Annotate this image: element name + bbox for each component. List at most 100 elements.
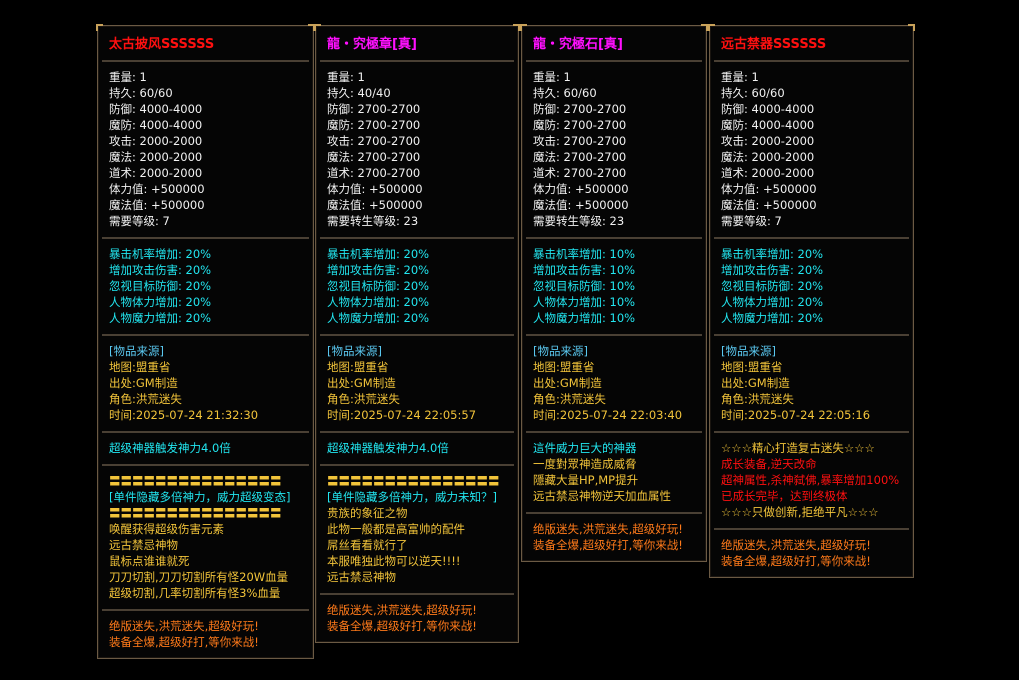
tooltip-line: 成长装备,逆天改命	[721, 457, 817, 471]
tooltip-line: 角色:洪荒迷失	[721, 392, 794, 406]
tooltip-line: 隱藏大量HP,MP提升	[533, 473, 639, 487]
tooltip-line: 忽视目标防御: 10%	[533, 279, 636, 293]
tooltip-line: 需要转生等级: 23	[327, 214, 419, 228]
tooltip-line: 魔法: 2700-2700	[327, 150, 421, 164]
tooltip-section: 重量: 1 持久: 60/60 防御: 2700-2700 魔防: 2700-2700…	[526, 60, 702, 237]
tooltip-line: 远古禁忌神物	[327, 570, 396, 584]
tooltip-line: 出处:GM制造	[109, 376, 178, 390]
tooltip-line: 时间:2025-07-24 22:03:40	[533, 408, 683, 422]
tooltip-line: 绝版迷失,洪荒迷失,超级好玩!	[533, 522, 683, 536]
tooltip-section: 〓〓〓〓〓〓〓〓〓〓〓〓〓〓〓 [单件隐藏多倍神力，威力超级变态] 〓〓〓〓〓〓〓〓…	[102, 464, 309, 609]
tooltip-line: 绝版迷失,洪荒迷失,超级好玩!	[721, 538, 871, 552]
tooltip-line: 攻击: 2700-2700	[327, 134, 421, 148]
tooltip-line: 暴击机率增加: 20%	[327, 247, 430, 261]
tooltip-section: [物品来源] 地图:盟重省 出处:GM制造 角色:洪荒迷失时间:2025-07-24 …	[526, 334, 702, 431]
tooltip-line: [物品来源]	[721, 344, 776, 358]
tooltip-line: 魔防: 4000-4000	[721, 118, 815, 132]
tooltip-line: 体力值: +500000	[109, 182, 205, 196]
item-name: 龍・究極章[真]	[327, 37, 417, 52]
tooltip-line: 道术: 2000-2000	[109, 166, 203, 180]
tooltip-section: 超级神器触发神力4.0倍	[102, 431, 309, 464]
tooltip-line: 道术: 2000-2000	[721, 166, 815, 180]
tooltip-line: 增加攻击伤害: 20%	[721, 263, 824, 277]
tooltip-section: 這件威力巨大的神器 一度對眾神造成威脅 隱藏大量HP,MP提升 远古禁忌神物逆天加血属…	[526, 431, 702, 512]
tooltip-line: 重量: 1	[109, 70, 147, 84]
tooltip-line: 攻击: 2000-2000	[109, 134, 203, 148]
tooltip-line: 体力值: +500000	[533, 182, 629, 196]
tooltip-panel-4: 远古禁器SSSSSS 重量: 1 持久: 60/60 防御: 4000-4000 魔防:…	[708, 24, 915, 578]
tooltip-line: 时间:2025-07-24 22:05:57	[327, 408, 477, 422]
tooltip-section: 绝版迷失,洪荒迷失,超级好玩! 装备全爆,超级好打,等你来战!	[526, 512, 702, 561]
tooltip-line: 魔法值: +500000	[533, 198, 629, 212]
tooltip-line: 此物一般都是高富帅的配件	[327, 522, 465, 536]
tooltip-line: 绝版迷失,洪荒迷失,超级好玩!	[327, 603, 477, 617]
tooltip-line: 暴击机率增加: 20%	[721, 247, 824, 261]
tooltip-line: [物品来源]	[109, 344, 164, 358]
tooltip-section: 绝版迷失,洪荒迷失,超级好玩! 装备全爆,超级好打,等你来战!	[102, 609, 309, 658]
tooltip-section: 重量: 1 持久: 60/60 防御: 4000-4000 魔防: 4000-4000…	[102, 60, 309, 237]
tooltip-section: 暴击机率增加: 20% 增加攻击伤害: 20% 忽视目标防御: 20% 人物体力增加:…	[320, 237, 514, 334]
tooltip-line: 人物体力增加: 20%	[109, 295, 212, 309]
tooltip-line: 持久: 60/60	[721, 86, 785, 100]
tooltip-line: 超级神器触发神力4.0倍	[327, 441, 449, 455]
tooltip-line: 体力值: +500000	[327, 182, 423, 196]
tooltip-line: 重量: 1	[533, 70, 571, 84]
tooltip-line: 需要转生等级: 23	[533, 214, 625, 228]
tooltip-line: 人物魔力增加: 20%	[721, 311, 824, 325]
tooltip-section: ☆☆☆精心打造复古迷失☆☆☆ 成长装备,逆天改命 超神属性,杀神弑佛,暴率增加100…	[714, 431, 909, 528]
tooltip-section: 重量: 1 持久: 60/60 防御: 4000-4000 魔防: 4000-4000…	[714, 60, 909, 237]
tooltip-line: 道术: 2700-2700	[327, 166, 421, 180]
tooltip-line: 角色:洪荒迷失	[109, 392, 182, 406]
tooltip-line: 防御: 2700-2700	[533, 102, 627, 116]
tooltip-line: 屌丝看看就行了	[327, 538, 408, 552]
tooltip-line: 防御: 4000-4000	[721, 102, 815, 116]
tooltip-line: 忽视目标防御: 20%	[109, 279, 212, 293]
tooltip-section: 暴击机率增加: 20% 增加攻击伤害: 20% 忽视目标防御: 20% 人物体力增加:…	[714, 237, 909, 334]
tooltip-line: 持久: 60/60	[533, 86, 597, 100]
tooltip-line: 装备全爆,超级好打,等你来战!	[721, 554, 871, 568]
tooltip-line: 已成长完毕，达到终极体	[721, 489, 848, 503]
tooltip-line: 本服唯独此物可以逆天!!!!	[327, 554, 461, 568]
tooltip-line: 装备全爆,超级好打,等你来战!	[327, 619, 477, 633]
tooltip-section: 〓〓〓〓〓〓〓〓〓〓〓〓〓〓〓 [单件隐藏多倍神力，威力未知？] 贵族的象征之物此物…	[320, 464, 514, 593]
tooltip-line: 增加攻击伤害: 20%	[109, 263, 212, 277]
tooltip-line: [单件隐藏多倍神力，威力未知？]	[327, 490, 497, 504]
tooltip-line: 重量: 1	[721, 70, 759, 84]
tooltip-line: 出处:GM制造	[327, 376, 396, 390]
tooltip-line: 魔防: 2700-2700	[327, 118, 421, 132]
tooltip-line: 人物体力增加: 20%	[327, 295, 430, 309]
tooltip-line: [物品来源]	[533, 344, 588, 358]
tooltip-line: 地图:盟重省	[533, 360, 595, 374]
tooltip-section: 暴击机率增加: 20% 增加攻击伤害: 20% 忽视目标防御: 20% 人物体力增加:…	[102, 237, 309, 334]
tooltip-section: [物品来源] 地图:盟重省 出处:GM制造 角色:洪荒迷失 时间:2025-07-24 …	[320, 334, 514, 431]
tooltip-line: 时间:2025-07-24 21:32:30	[109, 408, 259, 422]
tooltip-line: 魔法值: +500000	[109, 198, 205, 212]
tooltip-section: 超级神器触发神力4.0倍	[320, 431, 514, 464]
tooltip-line: 超神属性,杀神弑佛,暴率增加100%	[721, 473, 900, 487]
tooltip-section: [物品来源] 地图:盟重省 出处:GM制造 角色:洪荒迷失 时间:2025-07-24 …	[714, 334, 909, 431]
tooltip-line: 忽视目标防御: 20%	[327, 279, 430, 293]
tooltip-line: [物品来源]	[327, 344, 382, 358]
tooltip-line: 魔防: 4000-4000	[109, 118, 203, 132]
tooltip-line: 角色:洪荒迷失	[533, 392, 606, 406]
tooltip-line: 暴击机率增加: 10%	[533, 247, 636, 261]
tooltip-line: 攻击: 2700-2700	[533, 134, 627, 148]
tooltip-line: 〓〓〓〓〓〓〓〓〓〓〓〓〓〓〓	[327, 474, 500, 488]
tooltip-line: 唤醒获得超级伤害元素	[109, 522, 224, 536]
tooltip-line: 地图:盟重省	[109, 360, 171, 374]
tooltip-section: 暴击机率增加: 10% 增加攻击伤害: 10% 忽视目标防御: 10% 人物体力增加:…	[526, 237, 702, 334]
tooltip-line: 出处:GM制造	[533, 376, 602, 390]
tooltip-line: 绝版迷失,洪荒迷失,超级好玩!	[109, 619, 259, 633]
tooltip-line: 持久: 40/40	[327, 86, 391, 100]
tooltip-line: 贵族的象征之物	[327, 506, 408, 520]
tooltip-panel-3: 龍・究極石[真] 重量: 1 持久: 60/60 防御: 2700-2700 魔防: 2…	[520, 24, 708, 562]
tooltip-line: 魔法: 2700-2700	[533, 150, 627, 164]
tooltip-line: ☆☆☆只做创新,拒绝平凡☆☆☆	[721, 505, 879, 519]
tooltip-line: 一度對眾神造成威脅	[533, 457, 637, 471]
tooltip-line: 道术: 2700-2700	[533, 166, 627, 180]
tooltip-line: 装备全爆,超级好打,等你来战!	[109, 635, 259, 649]
tooltip-line: 魔法: 2000-2000	[721, 150, 815, 164]
tooltip-line: 增加攻击伤害: 10%	[533, 263, 636, 277]
tooltip-line: 人物魔力增加: 20%	[327, 311, 430, 325]
tooltip-line: 人物体力增加: 10%	[533, 295, 636, 309]
